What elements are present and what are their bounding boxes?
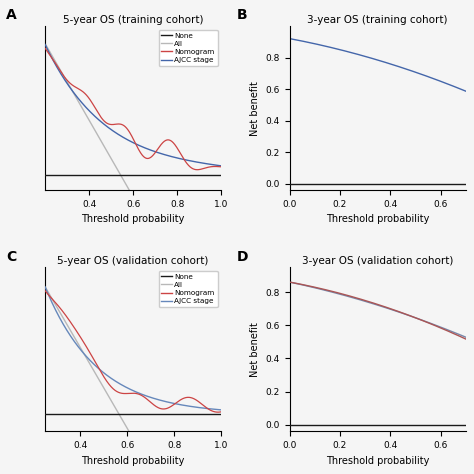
X-axis label: Threshold probability: Threshold probability [326,215,429,225]
Text: C: C [6,250,17,264]
X-axis label: Threshold probability: Threshold probability [82,456,185,465]
Legend: None, All, Nomogram, AJCC stage: None, All, Nomogram, AJCC stage [158,271,218,307]
Text: A: A [6,9,17,22]
Legend: None, All, Nomogram, AJCC stage: None, All, Nomogram, AJCC stage [158,29,218,66]
Title: 3-year OS (training cohort): 3-year OS (training cohort) [307,15,448,25]
Text: D: D [237,250,248,264]
Y-axis label: Net benefit: Net benefit [250,322,260,377]
Y-axis label: Net benefit: Net benefit [250,81,260,136]
X-axis label: Threshold probability: Threshold probability [82,215,185,225]
X-axis label: Threshold probability: Threshold probability [326,456,429,465]
Text: B: B [237,9,247,22]
Title: 3-year OS (validation cohort): 3-year OS (validation cohort) [302,256,453,266]
Title: 5-year OS (validation cohort): 5-year OS (validation cohort) [57,256,209,266]
Title: 5-year OS (training cohort): 5-year OS (training cohort) [63,15,203,25]
